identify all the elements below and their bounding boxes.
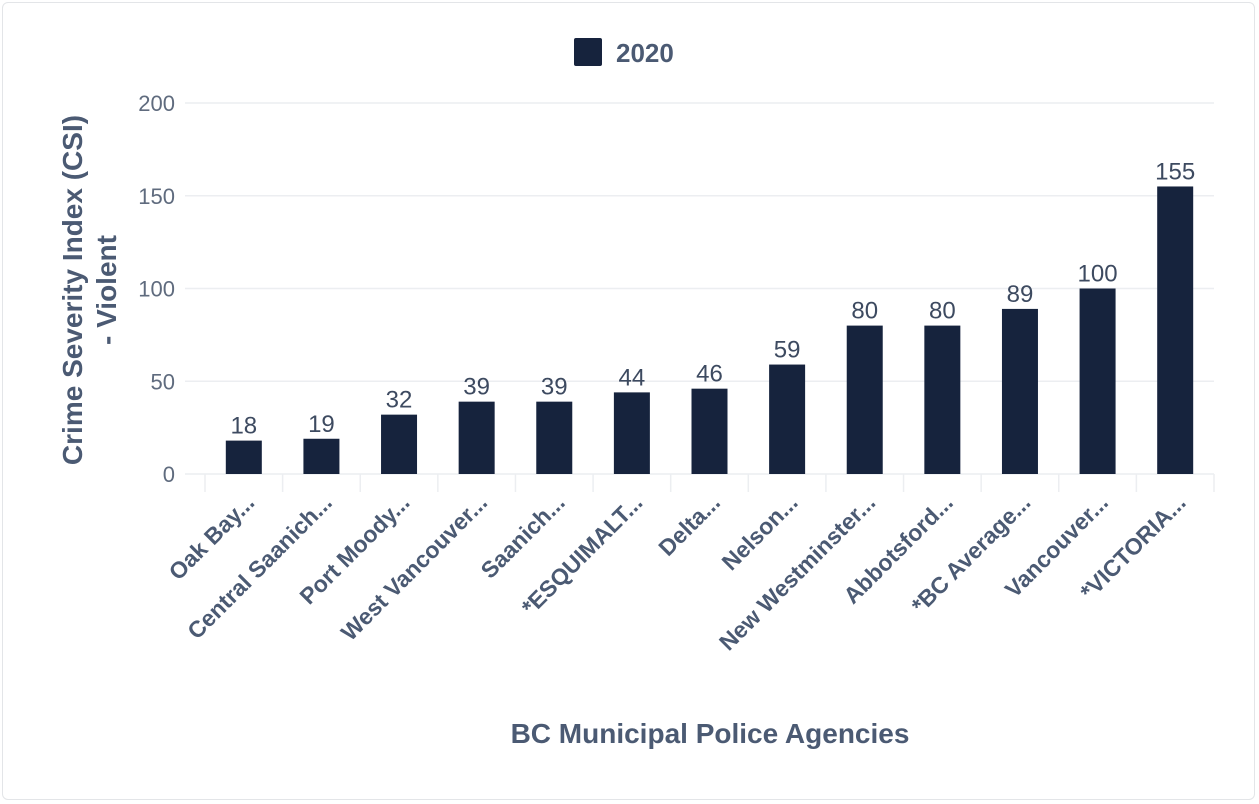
x-tick-label: West Vancouver...: [336, 489, 492, 645]
bar[interactable]: [1001, 308, 1038, 474]
bar[interactable]: [225, 440, 262, 474]
bar-value-label: 59: [774, 337, 801, 364]
bar[interactable]: [303, 438, 340, 474]
y-axis-title-line2: - Violent: [91, 235, 122, 345]
bar-value-label: 44: [619, 364, 646, 391]
bar[interactable]: [1157, 186, 1194, 474]
x-tick-label: Central Saanich...: [182, 489, 337, 644]
y-axis-ticks: 0 50 100 150 200: [138, 91, 175, 487]
bar[interactable]: [613, 392, 650, 474]
bar-value-label: 89: [1007, 281, 1034, 308]
bar-value-label: 80: [929, 298, 956, 325]
legend-label-2020: 2020: [616, 38, 674, 68]
bar-value-label: 39: [541, 374, 568, 401]
y-tick-label: 100: [138, 277, 175, 302]
x-tick-label: Delta...: [653, 489, 725, 561]
y-tick-label: 0: [163, 462, 175, 487]
bar[interactable]: [691, 388, 728, 474]
bar[interactable]: [1079, 288, 1116, 475]
bar[interactable]: [536, 401, 573, 474]
y-axis-title-line1: Crime Severity Index (CSI): [57, 115, 88, 465]
bar-value-label: 19: [308, 411, 335, 438]
bar-value-label: 32: [386, 387, 413, 414]
bar[interactable]: [846, 325, 883, 474]
bar[interactable]: [769, 364, 806, 474]
bar-value-label: 39: [463, 374, 490, 401]
bar-value-label: 100: [1078, 261, 1118, 288]
bar[interactable]: [458, 401, 495, 474]
bar-value-labels: 18 19 32 39 39 44 46 59 80 80 89 100 155: [230, 158, 1195, 439]
y-tick-label: 200: [138, 91, 175, 116]
bar[interactable]: [924, 325, 961, 474]
bar[interactable]: [381, 414, 418, 474]
x-axis-ticks: Oak Bay...Central Saanich...Port Moody..…: [164, 489, 1191, 655]
bar-value-label: 80: [851, 298, 878, 325]
bar-value-label: 155: [1155, 158, 1195, 185]
x-axis-title: BC Municipal Police Agencies: [511, 718, 910, 749]
bar-value-label: 46: [696, 361, 723, 388]
y-tick-label: 50: [151, 369, 175, 394]
legend-swatch-2020: [574, 38, 602, 66]
gridlines: [185, 102, 1215, 492]
y-tick-label: 150: [138, 184, 175, 209]
bars: [225, 186, 1194, 475]
legend[interactable]: 2020: [574, 38, 674, 68]
bar-value-label: 18: [230, 413, 257, 440]
